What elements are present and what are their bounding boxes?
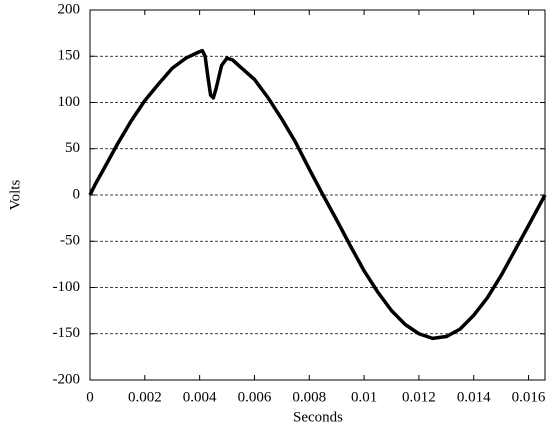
x-tick-label: 0.016: [512, 389, 546, 405]
y-tick-label: 200: [58, 1, 81, 17]
x-tick-label: 0: [86, 389, 94, 405]
x-tick-label: 0.004: [183, 389, 217, 405]
y-tick-label: -100: [53, 279, 81, 295]
data-line: [88, 48, 547, 341]
y-tick-label: 150: [58, 48, 81, 64]
y-tick-label: -50: [60, 233, 80, 249]
x-tick-label: 0.01: [351, 389, 377, 405]
y-tick-label: -200: [53, 371, 81, 387]
y-axis-label: Volts: [7, 180, 23, 211]
x-tick-label: 0.008: [292, 389, 326, 405]
x-tick-label: 0.012: [402, 389, 436, 405]
x-tick-label: 0.006: [238, 389, 272, 405]
y-tick-label: 100: [58, 94, 81, 110]
y-tick-label: 50: [65, 140, 80, 156]
x-tick-label: 0.014: [457, 389, 491, 405]
x-axis-label: Seconds: [293, 409, 343, 425]
x-tick-label: 0.002: [128, 389, 162, 405]
y-tick-label: 0: [73, 186, 81, 202]
y-tick-label: -150: [53, 325, 81, 341]
